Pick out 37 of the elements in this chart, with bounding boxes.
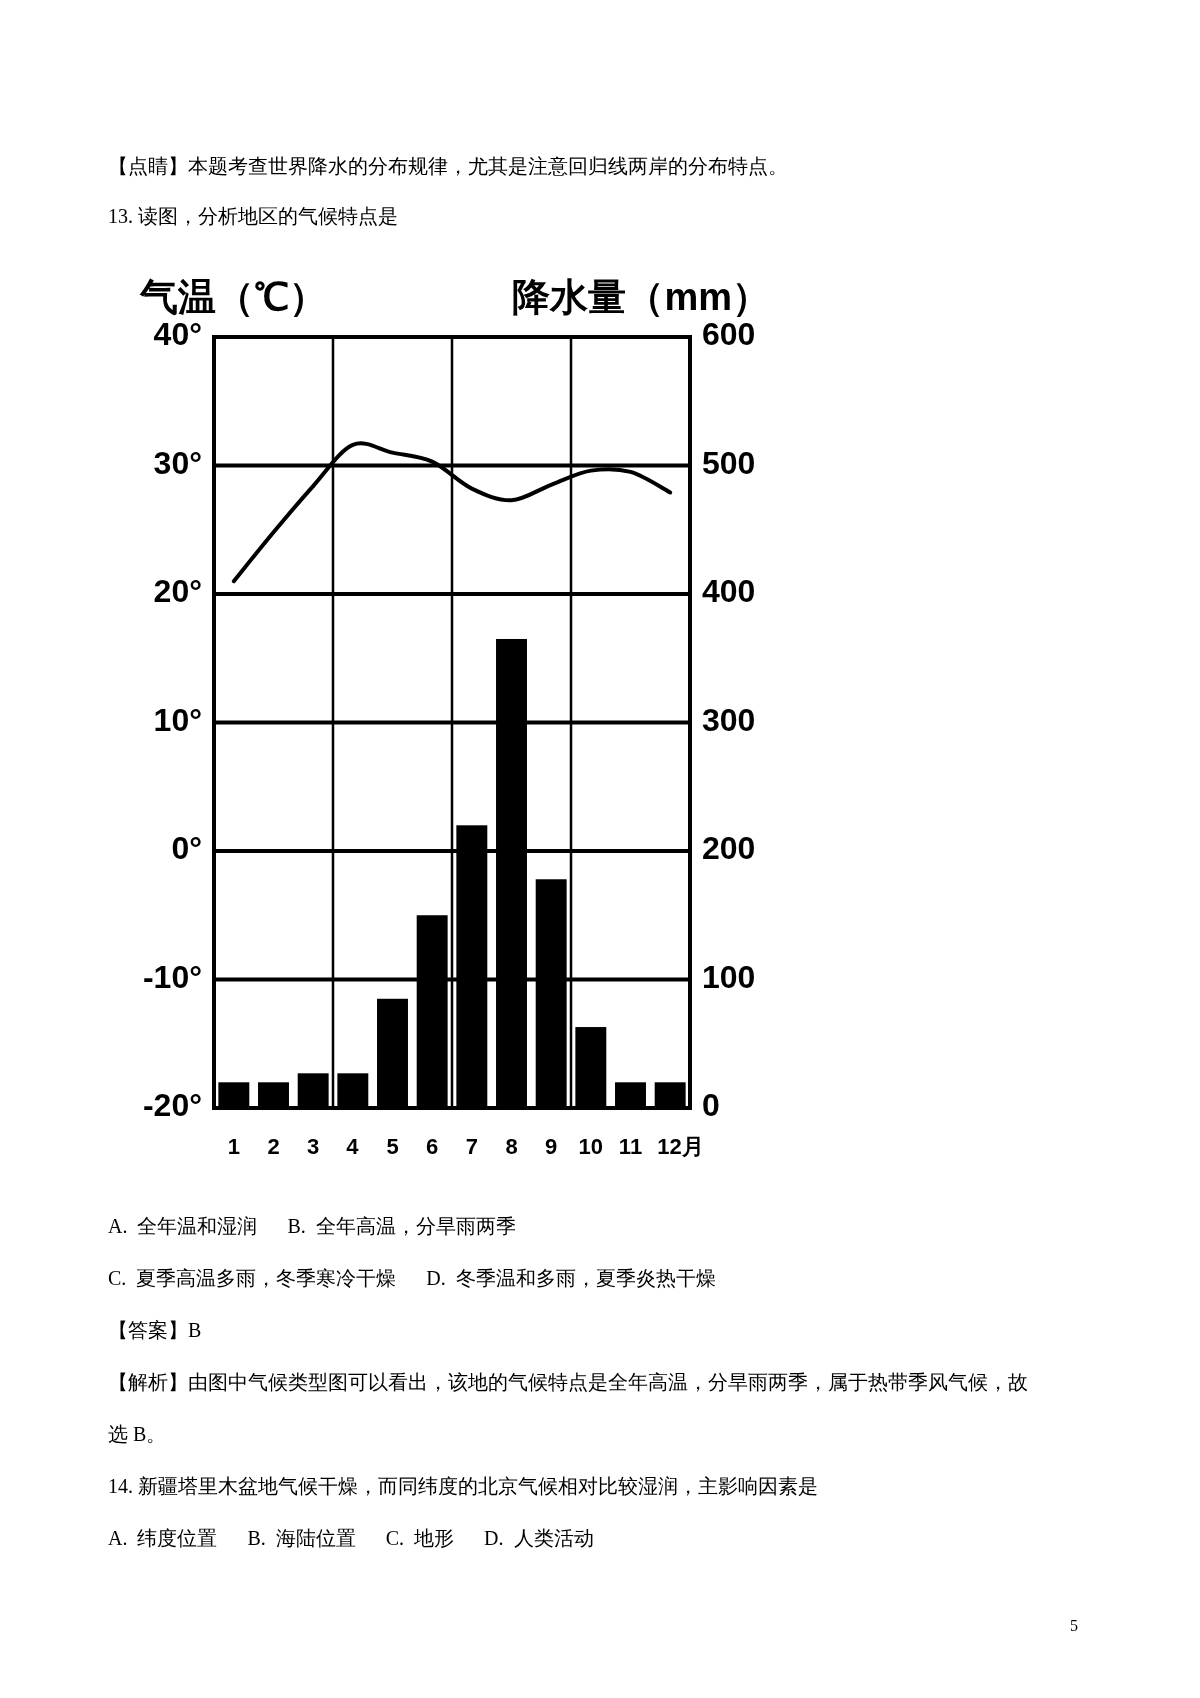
text: 14. 新疆塔里木盆地气候干燥，而同纬度的北京气候相对比较湿润，主影响因素是 — [108, 1474, 819, 1499]
text: 【解析】由图中气候类型图可以看出，该地的气候特点是全年高温，分旱雨两季，属于热带季风气候，故选 B。 — [108, 1371, 1028, 1445]
x-tick-label: 1 — [227, 1133, 240, 1159]
y2-tick-label: 300 — [702, 701, 756, 738]
y2-tick-label: 200 — [702, 830, 756, 867]
x-tick-label: 11 — [618, 1133, 643, 1159]
text: A. 全年温和湿润 B. 全年高温，分旱雨两季 — [108, 1214, 517, 1239]
y2-axis-title: 降水量（mm） — [512, 276, 770, 319]
y2-tick-label: 0 — [702, 1087, 720, 1124]
y-tick-label: 10° — [153, 701, 202, 738]
x-tick-label: 10 — [578, 1133, 604, 1159]
x-tick-label: 3 — [307, 1133, 320, 1159]
y-tick-label: -20° — [142, 1087, 202, 1124]
y2-tick-label: 400 — [702, 573, 756, 610]
x-tick-label: 5 — [386, 1133, 399, 1159]
y2-tick-label: 500 — [702, 444, 756, 481]
y2-tick-label: 100 — [702, 958, 756, 995]
chart-title: 13. 读图，分析地区的气候特点是 — [108, 204, 399, 229]
text: 5 — [1070, 1616, 1079, 1636]
text: A. 纬度位置 B. 海陆位置 C. 地形 D. 人类活动 — [108, 1526, 595, 1551]
x-tick-label: 2 — [267, 1133, 280, 1159]
y2-tick-label: 600 — [702, 316, 756, 353]
x-tick-label: 7 — [465, 1133, 478, 1159]
text: C. 夏季高温多雨，冬季寒冷干燥 D. 冬季温和多雨，夏季炎热干燥 — [108, 1266, 717, 1291]
y-tick-label: 20° — [153, 573, 202, 610]
x-tick-label: 4 — [346, 1133, 360, 1159]
x-tick-label: 12月 — [657, 1133, 704, 1159]
y-tick-label: 40° — [153, 316, 202, 353]
x-tick-label: 8 — [505, 1133, 518, 1159]
y-axis-title: 气温（℃） — [139, 276, 327, 319]
text: 【点睛】本题考查世界降水的分布规律，尤其是注意回归线两岸的分布特点。 — [108, 154, 789, 179]
text: 【答案】B — [108, 1318, 203, 1343]
y-tick-label: 30° — [153, 444, 202, 481]
x-tick-label: 9 — [545, 1133, 558, 1159]
y-tick-label: 0° — [171, 830, 202, 867]
x-tick-label: 6 — [426, 1133, 439, 1159]
y-tick-label: -10° — [142, 958, 202, 995]
